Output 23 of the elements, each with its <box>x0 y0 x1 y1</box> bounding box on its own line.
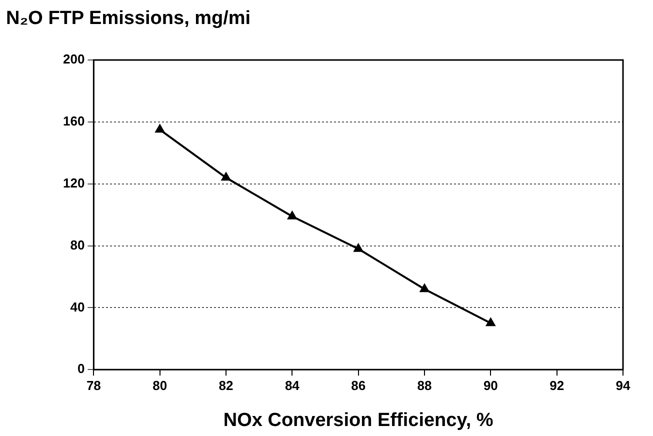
y-tick-label: 200 <box>62 52 85 67</box>
x-tick-label: 92 <box>550 378 564 393</box>
x-axis-title: NOx Conversion Efficiency, % <box>223 410 494 431</box>
chart-title: N₂O FTP Emissions, mg/mi <box>6 8 251 30</box>
x-tick-label: 94 <box>616 378 631 393</box>
y-tick-label: 0 <box>77 361 85 376</box>
y-tick-label: 120 <box>62 175 85 190</box>
y-tick-label: 80 <box>70 237 85 252</box>
x-tick-label: 84 <box>284 378 300 393</box>
point <box>222 172 230 181</box>
point <box>354 244 363 252</box>
x-tick-label: 80 <box>152 378 168 393</box>
x-tick-label: 78 <box>86 378 101 393</box>
x-tick-label: 86 <box>351 378 366 393</box>
y-tick-label: 160 <box>62 114 85 128</box>
point <box>420 284 429 292</box>
x-tick-label: 90 <box>483 378 498 393</box>
x-tick-label: 82 <box>218 378 234 393</box>
x-tick-label: 88 <box>417 378 432 393</box>
y-tick-label: 40 <box>70 299 85 314</box>
point <box>288 211 297 220</box>
point <box>486 318 496 326</box>
point <box>155 124 164 133</box>
